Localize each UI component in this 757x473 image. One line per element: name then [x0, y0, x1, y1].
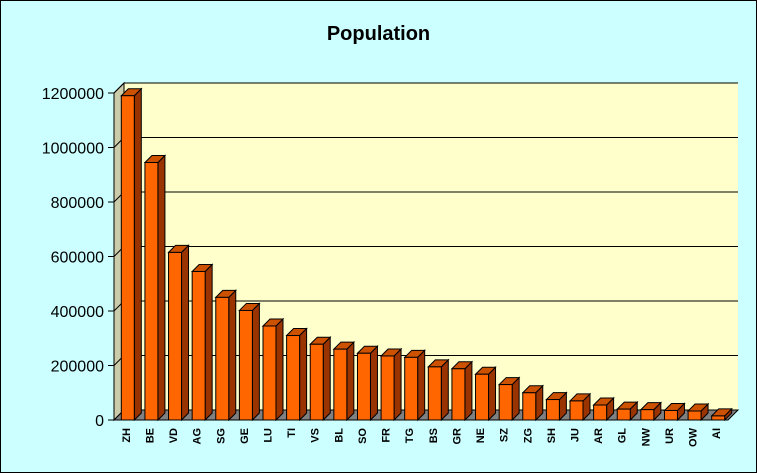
y-tick-label: 200000 [51, 359, 104, 376]
x-tick-label: TI [286, 428, 298, 438]
gridline-side [113, 82, 125, 94]
bar [687, 410, 702, 421]
bar-side [393, 347, 402, 422]
bar-side [275, 317, 284, 422]
x-tick-label: BL [333, 428, 345, 443]
x-tick-label: GL [617, 428, 629, 444]
x-tick-label: ZH [121, 428, 133, 443]
bar-side [133, 87, 142, 422]
bar [262, 325, 277, 421]
x-tick-label: SG [215, 428, 227, 444]
bar [427, 366, 442, 421]
x-tick-label: TG [404, 428, 416, 443]
y-tick-label: 1000000 [42, 141, 104, 158]
bar [616, 408, 631, 421]
x-tick-label: AR [593, 428, 605, 444]
bar [663, 409, 678, 421]
x-tick-label: NW [640, 427, 652, 446]
bar-side [322, 336, 331, 422]
x-tick-label: UR [664, 428, 676, 444]
bar [120, 95, 135, 421]
bar [286, 335, 301, 421]
bar [522, 392, 537, 421]
x-tick-label: SO [357, 428, 369, 444]
bar [168, 251, 183, 421]
y-tick-label: 400000 [51, 304, 104, 321]
bar-side [440, 358, 449, 422]
x-tick-label: BE [144, 428, 156, 443]
x-tick-label: GE [239, 428, 251, 444]
x-tick-label: ZG [522, 428, 534, 443]
bar-side [417, 349, 426, 422]
bar [333, 348, 348, 421]
x-tick-label: VD [168, 428, 180, 443]
bar-side [228, 289, 237, 422]
bar-side [181, 244, 190, 422]
x-tick-label: OW [688, 427, 700, 447]
bar [569, 400, 584, 421]
bar [191, 270, 206, 421]
bar [144, 161, 159, 421]
bar-side [464, 360, 473, 422]
x-tick-label: BS [428, 428, 440, 443]
y-tick-label: 0 [95, 413, 104, 430]
bar-side [204, 263, 213, 422]
x-tick-label: AI [711, 428, 723, 439]
x-tick-label: VS [310, 428, 322, 443]
bar-side [488, 366, 497, 422]
bar [545, 399, 560, 421]
y-tick-label: 1200000 [42, 86, 104, 103]
bar [498, 384, 513, 421]
bar [475, 373, 490, 421]
bar-side [157, 154, 166, 422]
bar [356, 352, 371, 421]
x-tick-label: LU [263, 428, 275, 443]
bar-side [346, 340, 355, 422]
bar-side [299, 327, 308, 422]
x-tick-label: JU [570, 428, 582, 442]
bar [593, 404, 608, 421]
bar [640, 409, 655, 421]
y-tick-label: 800000 [51, 195, 104, 212]
bar [404, 356, 419, 421]
bar-side [251, 302, 260, 422]
x-tick-label: NE [475, 428, 487, 443]
x-tick-label: SH [546, 428, 558, 443]
y-tick-label: 600000 [51, 250, 104, 267]
bar [451, 368, 466, 421]
bar-side [369, 345, 378, 422]
bar [215, 296, 230, 421]
chart-title: Population [326, 23, 431, 45]
x-tick-label: GR [451, 428, 463, 445]
bar [380, 355, 395, 421]
bar [711, 415, 726, 421]
bar [309, 343, 324, 421]
x-tick-label: AG [192, 428, 204, 445]
x-tick-label: SZ [499, 428, 511, 442]
bar [238, 309, 253, 421]
x-tick-label: FR [381, 428, 393, 443]
